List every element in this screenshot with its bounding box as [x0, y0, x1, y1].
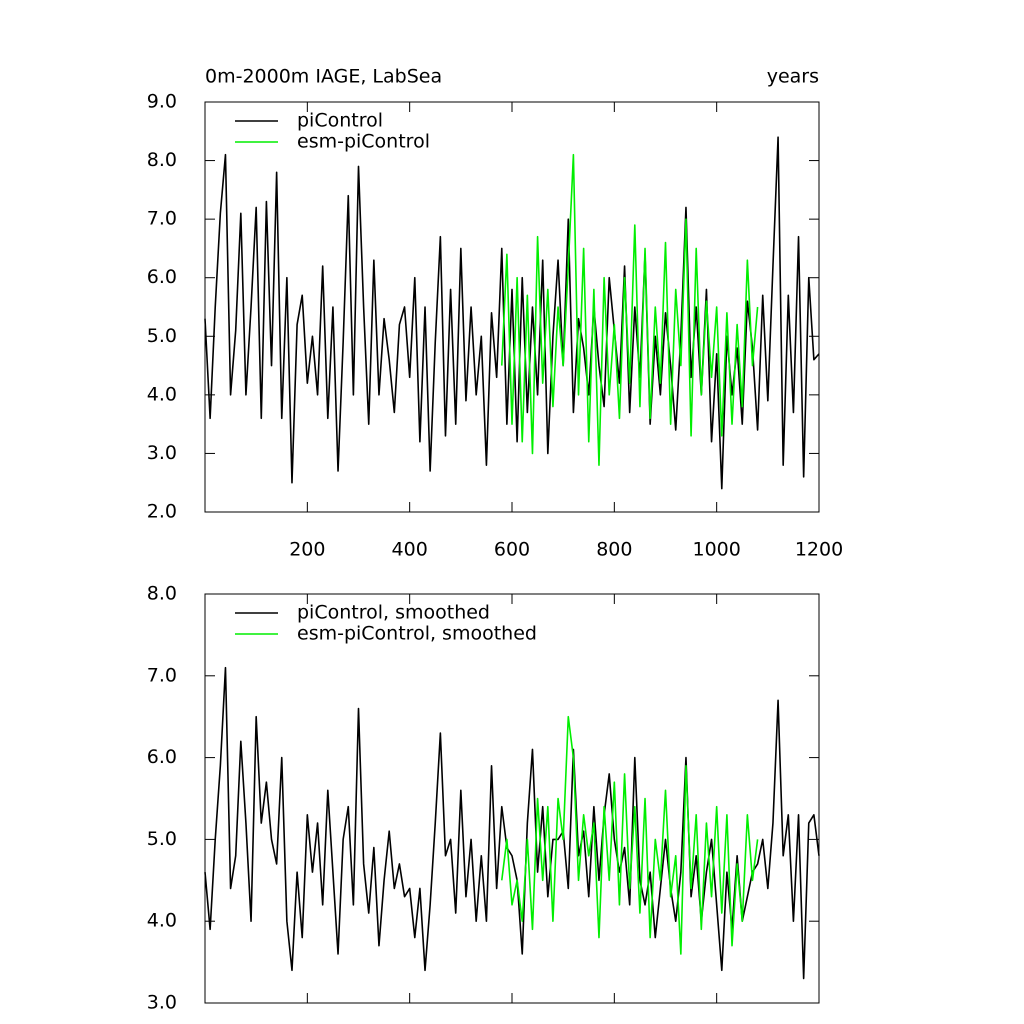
y-tick-label: 2.0 — [147, 501, 177, 523]
y-tick-label: 3.0 — [147, 442, 177, 464]
x-tick-label: 400 — [392, 539, 428, 561]
chart-title: 0m-2000m IAGE, LabSea — [205, 66, 442, 88]
x-tick-label: 1200 — [795, 539, 843, 561]
y-tick-label: 6.0 — [147, 746, 177, 768]
y-tick-label: 6.0 — [147, 266, 177, 288]
y-tick-label: 3.0 — [147, 992, 177, 1014]
y-tick-label: 5.0 — [147, 828, 177, 850]
y-tick-label: 7.0 — [147, 664, 177, 686]
x-tick-label: 800 — [596, 539, 632, 561]
plot-frame — [204, 593, 820, 1004]
y-tick-label: 8.0 — [147, 149, 177, 171]
x-tick-label: 600 — [494, 539, 530, 561]
y-tick-label: 9.0 — [147, 91, 177, 113]
y-tick-label: 8.0 — [147, 583, 177, 605]
data-line — [204, 136, 820, 490]
y-tick-label: 4.0 — [147, 910, 177, 932]
y-tick-label: 5.0 — [147, 325, 177, 347]
x-tick-label: 200 — [289, 539, 325, 561]
legend-label: piControl — [297, 110, 383, 132]
legend-label: esm-piControl, smoothed — [297, 623, 537, 645]
y-tick-label: 7.0 — [147, 208, 177, 230]
data-line — [500, 153, 759, 466]
x-axis-label: years — [767, 66, 819, 88]
data-line — [204, 666, 820, 980]
legend-label: piControl, smoothed — [297, 602, 490, 624]
legend-label: esm-piControl — [297, 131, 430, 153]
x-tick-label: 1000 — [692, 539, 740, 561]
y-tick-label: 4.0 — [147, 383, 177, 405]
data-line — [500, 715, 759, 955]
